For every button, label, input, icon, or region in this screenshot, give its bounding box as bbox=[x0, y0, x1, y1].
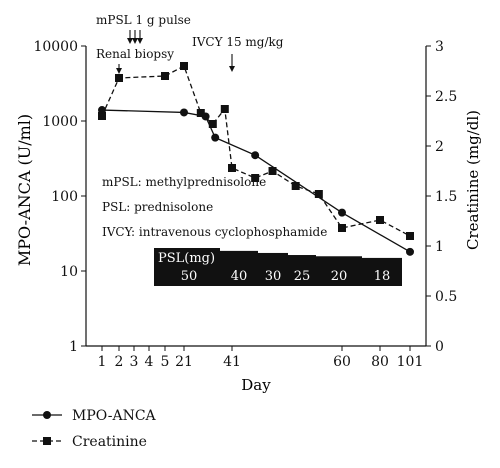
psl-dose-bar bbox=[288, 255, 316, 286]
creatinine-point bbox=[314, 190, 323, 198]
psl-label: PSL(mg) bbox=[158, 251, 215, 266]
mpo-anca-point bbox=[201, 112, 210, 121]
abbrev-ivcy: IVCY: intravenous cyclophosphamide bbox=[102, 225, 327, 239]
mpo-anca-point bbox=[98, 106, 106, 115]
psl-dose-bar bbox=[362, 257, 402, 286]
creatinine-point bbox=[98, 112, 106, 120]
x-axis-label: Day bbox=[241, 376, 271, 394]
creatinine-line bbox=[101, 65, 411, 237]
psl-dose-bar bbox=[154, 248, 220, 286]
arrow-ivcy-head bbox=[229, 66, 235, 72]
axes bbox=[85, 46, 427, 347]
x-tick-label: 1 bbox=[98, 354, 107, 370]
legend-marker-creatinine bbox=[43, 437, 51, 445]
mpo-anca-point bbox=[251, 151, 260, 160]
creatinine-point bbox=[196, 109, 205, 117]
x-tick-label: 4 bbox=[145, 354, 154, 370]
left-axis-ticks: 1 10 100 1000 10000 bbox=[33, 39, 86, 355]
psl-dose-bar bbox=[220, 250, 258, 286]
y-axis-left-label: MPO-ANCA (U/ml) bbox=[15, 114, 34, 266]
creatinine-point bbox=[115, 74, 123, 82]
y-left-tick-label: 10000 bbox=[33, 39, 78, 55]
creatinine-point bbox=[251, 174, 260, 182]
arrow-mpsl-3-head bbox=[137, 38, 143, 44]
creatinine-point bbox=[220, 105, 229, 113]
legend: MPO-ANCA Creatinine bbox=[32, 408, 157, 450]
mpo-anca-point bbox=[211, 133, 220, 142]
psl-dose-bar bbox=[316, 256, 362, 286]
mpo-anca-point bbox=[338, 208, 346, 217]
x-tick-label: 41 bbox=[223, 354, 241, 370]
right-axis-ticks: 0 0.5 1 1.5 2 2.5 3 bbox=[426, 39, 457, 355]
annotation-arrows bbox=[116, 30, 235, 74]
x-tick-label: 2 bbox=[115, 354, 124, 370]
creatinine-point bbox=[406, 232, 414, 240]
legend-label-creatinine: Creatinine bbox=[72, 434, 147, 450]
y-left-tick-label: 10 bbox=[60, 264, 78, 280]
creatinine-point bbox=[338, 224, 346, 232]
psl-dose-label: 18 bbox=[374, 269, 391, 284]
psl-dose-label: 40 bbox=[231, 269, 248, 284]
mpo-anca-point bbox=[406, 247, 414, 256]
mpo-anca-point bbox=[180, 108, 188, 117]
x-tick-label: 80 bbox=[371, 354, 389, 370]
y-right-tick-label: 0 bbox=[435, 339, 444, 355]
annotation-biopsy: Renal biopsy bbox=[96, 47, 174, 61]
psl-dose-label: 20 bbox=[331, 269, 348, 284]
legend-label-mpo: MPO-ANCA bbox=[72, 408, 157, 424]
abbrev-psl: PSL: prednisolone bbox=[102, 200, 213, 214]
arrow-mpsl-1-head bbox=[127, 38, 133, 44]
legend-marker-mpo bbox=[43, 411, 51, 419]
psl-dose-bars: 50 40 30 25 20 18 bbox=[154, 248, 402, 286]
annotation-mpsl: mPSL 1 g pulse bbox=[96, 13, 191, 27]
series-creatinine bbox=[98, 62, 414, 240]
psl-dose-bar bbox=[258, 252, 288, 286]
x-tick-label: 3 bbox=[130, 354, 139, 370]
y-right-tick-label: 0.5 bbox=[435, 289, 457, 305]
y-right-tick-label: 2 bbox=[435, 139, 444, 155]
x-tick-label: 101 bbox=[397, 354, 424, 370]
psl-dose-label: 25 bbox=[294, 269, 311, 284]
annotation-ivcy: IVCY 15 mg/kg bbox=[192, 35, 284, 49]
series-mpo-anca bbox=[98, 106, 414, 256]
creatinine-point bbox=[291, 182, 300, 190]
abbrev-mpsl: mPSL: methylprednisolone bbox=[102, 175, 266, 189]
y-right-tick-label: 1 bbox=[435, 239, 444, 255]
creatinine-point bbox=[228, 164, 236, 172]
x-tick-label: 60 bbox=[333, 354, 351, 370]
arrow-mpsl-2-head bbox=[132, 38, 138, 44]
creatinine-point bbox=[376, 216, 384, 224]
y-right-tick-label: 2.5 bbox=[435, 89, 457, 105]
y-left-tick-label: 1000 bbox=[42, 114, 78, 130]
creatinine-point bbox=[161, 72, 169, 80]
x-tick-label: 21 bbox=[175, 354, 193, 370]
y-left-tick-label: 1 bbox=[69, 339, 78, 355]
x-tick-label: 5 bbox=[161, 354, 170, 370]
psl-dose-label: 50 bbox=[181, 269, 198, 284]
creatinine-point bbox=[268, 167, 277, 175]
creatinine-point bbox=[180, 62, 188, 70]
x-axis-ticks: 1 2 3 4 5 21 41 60 80 101 bbox=[98, 346, 424, 370]
y-right-tick-label: 3 bbox=[435, 39, 444, 55]
psl-dose-label: 30 bbox=[265, 269, 282, 284]
y-right-tick-label: 1.5 bbox=[435, 189, 457, 205]
arrow-biopsy-head bbox=[116, 68, 122, 74]
y-axis-right-label: Creatinine (mg/dl) bbox=[464, 110, 482, 250]
creatinine-point bbox=[208, 120, 217, 128]
y-left-tick-label: 100 bbox=[51, 189, 78, 205]
